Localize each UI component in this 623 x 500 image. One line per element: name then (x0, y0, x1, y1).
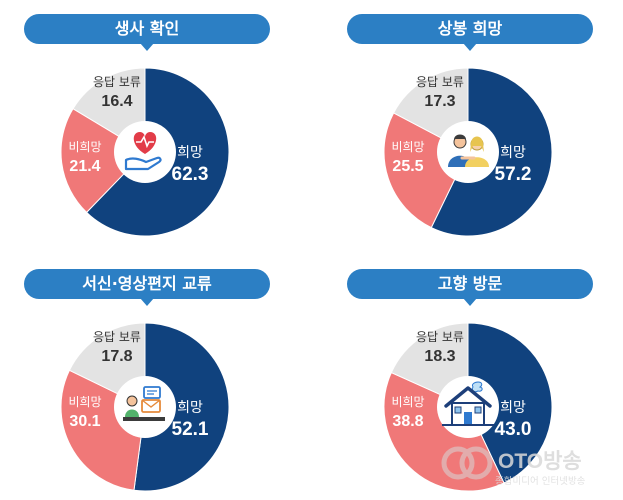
pill-pointer (140, 298, 154, 306)
chart-title-pill: 생사 확인 (24, 14, 270, 44)
slice-no-hope-label: 비희망 (391, 140, 424, 154)
slice-no-hope-value: 25.5 (392, 158, 423, 175)
donut-hole (437, 121, 499, 183)
house-icon (442, 381, 494, 426)
donut-chart: 희망 57.2 비희망 25.5 응답 보류 17.3 (383, 67, 553, 237)
watermark-name: OTO방송 (498, 450, 582, 473)
slice-no-hope-label: 비희망 (391, 395, 424, 409)
slice-pending-value: 17.3 (424, 93, 455, 110)
pill-pointer (140, 43, 154, 51)
donut-chart: 희망 52.1 비희망 30.1 응답 보류 17.8 (60, 322, 230, 492)
slice-no-hope-value: 38.8 (392, 413, 423, 430)
slice-no-hope-label: 비희망 (68, 395, 101, 409)
pill-pointer (463, 43, 477, 51)
slice-hope-label: 희망 (500, 145, 526, 161)
slice-no-hope-label: 비희망 (68, 140, 101, 154)
pill-pointer (463, 298, 477, 306)
family-reunion-icon (448, 134, 489, 167)
slice-no-hope-value: 30.1 (69, 413, 100, 430)
chart-title-pill: 상봉 희망 (347, 14, 593, 44)
chart-panel-reunion: 상봉 희망 희망 57.2 비희망 25.5 응답 보류 17.3 (323, 0, 623, 245)
chart-title-pill: 고향 방문 (347, 269, 593, 299)
slice-pending-label: 응답 보류 (93, 75, 141, 89)
slice-pending-value: 17.8 (101, 348, 132, 365)
slice-hope-value: 57.2 (495, 164, 532, 185)
chart-panel-death-check: 생사 확인 희망 62.3 비희망 21.4 응답 보류 16.4 (0, 0, 300, 245)
slice-hope-value: 43.0 (495, 419, 532, 440)
slice-pending-label: 응답 보류 (416, 75, 464, 89)
slice-pending-value: 16.4 (101, 93, 132, 110)
heart-hand-icon (124, 132, 162, 171)
video-letter-icon (123, 386, 165, 421)
slice-hope-label: 희망 (177, 400, 203, 416)
slice-hope-value: 52.1 (172, 419, 209, 440)
oto-logo-icon (441, 446, 493, 480)
slice-hope-label: 희망 (500, 400, 526, 416)
chart-title-pill: 서신·영상편지 교류 (24, 269, 270, 299)
chart-panel-letter-exchange: 서신·영상편지 교류 희망 52.1 비희망 30.1 응답 보류 17.8 (0, 255, 300, 500)
slice-pending-label: 응답 보류 (93, 330, 141, 344)
oto-watermark: OTO방송 종합미디어 인터넷방송 (441, 446, 586, 487)
slice-hope-label: 희망 (177, 145, 203, 161)
watermark-subtitle: 종합미디어 인터넷방송 (495, 476, 586, 487)
slice-pending-label: 응답 보류 (416, 330, 464, 344)
slice-no-hope-value: 21.4 (69, 158, 100, 175)
slice-pending-value: 18.3 (424, 348, 455, 365)
slice-hope-value: 62.3 (172, 164, 209, 185)
donut-chart: 희망 62.3 비희망 21.4 응답 보류 16.4 (60, 67, 230, 237)
